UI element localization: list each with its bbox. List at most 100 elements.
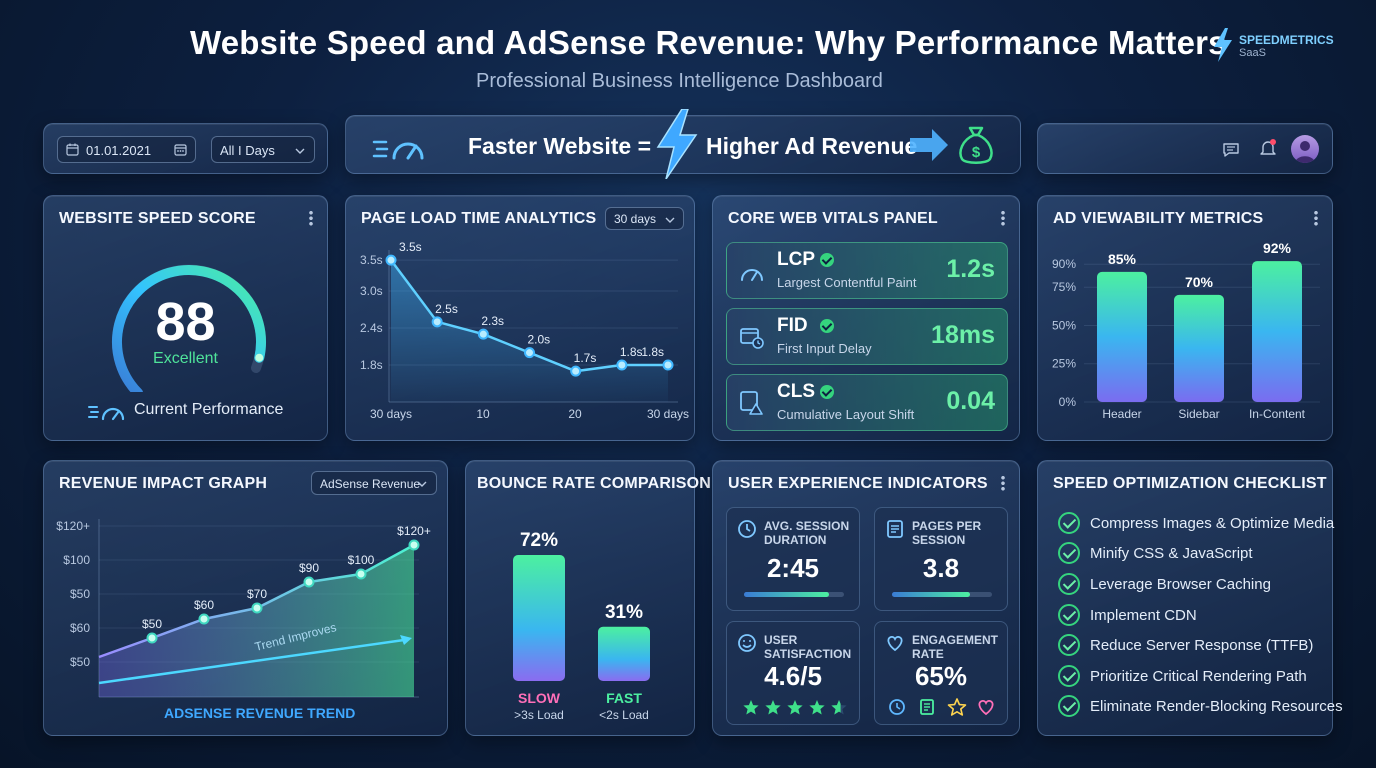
checklist-item[interactable]: Eliminate Render-Blocking Resources [1056, 695, 1346, 719]
speed-gauge [112, 264, 266, 392]
headline-banner: Faster Website = Higher Ad Revenue $ [345, 109, 1021, 179]
data-label: $60 [194, 598, 214, 612]
data-point[interactable] [146, 632, 158, 644]
x-tick-label: Sidebar [1178, 407, 1219, 421]
clock-icon [738, 520, 756, 538]
checklist-item[interactable]: Compress Images & Optimize Media [1056, 512, 1346, 536]
data-point[interactable] [251, 602, 263, 614]
check-icon [820, 385, 834, 399]
star-icon [947, 698, 967, 716]
data-point[interactable] [303, 576, 315, 588]
data-point[interactable] [431, 316, 443, 328]
data-point[interactable] [355, 568, 367, 580]
line-area [391, 260, 668, 402]
revenue-card: REVENUE IMPACT GRAPH AdSense Revenue $12… [43, 460, 448, 736]
ux-engagement-rate: ENGAGEMENT RATE 65% [874, 621, 1008, 725]
data-label: $50 [142, 617, 162, 631]
range-select[interactable]: All I Days [211, 136, 315, 163]
vital-name: CLS [777, 381, 815, 402]
trend-line [98, 638, 405, 685]
ux-pages-per-session: PAGES PER SESSION 3.8 [874, 507, 1008, 611]
star-partial-icon [831, 700, 841, 715]
bar[interactable] [513, 555, 565, 681]
data-point[interactable] [408, 539, 420, 551]
more-menu-icon[interactable] [1314, 210, 1318, 226]
check-icon [820, 253, 834, 267]
checklist-item[interactable]: Minify CSS & JavaScript [1056, 542, 1346, 566]
y-tick-label: 0% [1059, 395, 1077, 409]
data-point[interactable] [477, 328, 489, 340]
data-point[interactable] [570, 365, 582, 377]
banner-left-text: Faster Website = [468, 133, 652, 159]
arrow-right-icon [910, 129, 948, 161]
date-picker[interactable]: 01.01.2021 [57, 136, 196, 163]
revenue-metric-select[interactable]: AdSense Revenue [311, 471, 437, 495]
y-tick-label: 3.5s [360, 253, 383, 267]
vital-desc: Largest Contentful Paint [777, 275, 917, 290]
calendar-icon [66, 143, 79, 156]
checklist-item[interactable]: Prioritize Critical Rendering Path [1056, 665, 1346, 689]
trend-arrow-icon [400, 635, 412, 645]
gauge-icon [741, 269, 763, 281]
lightning-icon [1214, 28, 1232, 62]
data-label: 1.8s [620, 345, 643, 359]
more-menu-icon[interactable] [1001, 475, 1005, 491]
bar-value-label: 85% [1108, 251, 1137, 267]
lightning-icon [656, 109, 698, 179]
bar[interactable] [598, 626, 650, 681]
progress-track [892, 592, 992, 597]
data-point[interactable] [524, 347, 535, 359]
card-title: SPEED OPTIMIZATION CHECKLIST [1053, 475, 1327, 492]
vital-value: 1.2s [946, 255, 995, 283]
bar-value-label: 70% [1185, 274, 1214, 290]
data-point[interactable] [385, 254, 397, 266]
page-load-range-select[interactable]: 30 days [605, 207, 684, 230]
data-label: 1.7s [574, 351, 597, 365]
vital-fid[interactable]: FID First Input Delay 18ms [726, 308, 1008, 365]
metric-value: AdSense Revenue [320, 477, 421, 491]
progress-track [744, 592, 844, 597]
checklist-item[interactable]: Reduce Server Response (TTFB) [1056, 634, 1346, 658]
bar-value-label: 92% [1263, 242, 1292, 256]
ux-value: 3.8 [922, 553, 960, 583]
checklist-item[interactable]: Implement CDN [1056, 604, 1346, 628]
y-tick-label: 1.8s [360, 358, 383, 372]
vital-cls[interactable]: CLS Cumulative Layout Shift 0.04 [726, 374, 1008, 431]
bar[interactable] [1097, 271, 1147, 402]
speedometer-icon [372, 140, 424, 160]
star-filled-icon [809, 700, 825, 715]
y-tick-label: 50% [1052, 318, 1076, 332]
vital-lcp[interactable]: LCP Largest Contentful Paint 1.2s [726, 242, 1008, 299]
data-label: 2.3s [481, 314, 504, 328]
ux-value: 2:45 [766, 553, 820, 583]
bounce-chart: 72% SLOW >3s Load 31% FAST <2s Load [513, 530, 650, 722]
checklist-item[interactable]: Leverage Browser Caching [1056, 573, 1346, 597]
ad-viewability-card: AD VIEWABILITY METRICS 90% 75% 50% 25% 0% 85%… [1037, 195, 1333, 441]
page-subtitle: Professional Business Intelligence Dashb… [476, 70, 883, 92]
chat-icon[interactable] [1222, 142, 1240, 158]
checkmark-icon [1058, 604, 1080, 626]
svg-text:$: $ [972, 144, 981, 161]
bar[interactable] [1252, 261, 1302, 402]
speed-score-value: 88 [155, 292, 216, 352]
filter-bar: 01.01.2021 All I Days [43, 123, 328, 174]
more-menu-icon[interactable] [309, 210, 313, 226]
checklist-item-label: Prioritize Critical Rendering Path [1090, 668, 1307, 685]
banner-right-text: Higher Ad Revenue [706, 133, 918, 159]
document-icon [887, 520, 903, 538]
data-point[interactable] [198, 613, 210, 625]
data-label: $120+ [397, 524, 431, 538]
data-label: $90 [299, 561, 319, 575]
avatar[interactable] [1291, 135, 1319, 163]
more-menu-icon[interactable] [1001, 210, 1005, 226]
category-sublabel: >3s Load [514, 708, 564, 722]
document-icon [920, 699, 934, 715]
rating-stars [743, 700, 847, 715]
checklist-card: SPEED OPTIMIZATION CHECKLIST Compress Im… [1037, 460, 1343, 736]
chevron-down-icon [665, 217, 675, 223]
bell-icon[interactable] [1258, 138, 1278, 158]
data-point[interactable] [662, 359, 674, 371]
x-tick-label: 30 days [370, 407, 412, 421]
bar[interactable] [1174, 294, 1224, 402]
data-point[interactable] [616, 359, 628, 371]
